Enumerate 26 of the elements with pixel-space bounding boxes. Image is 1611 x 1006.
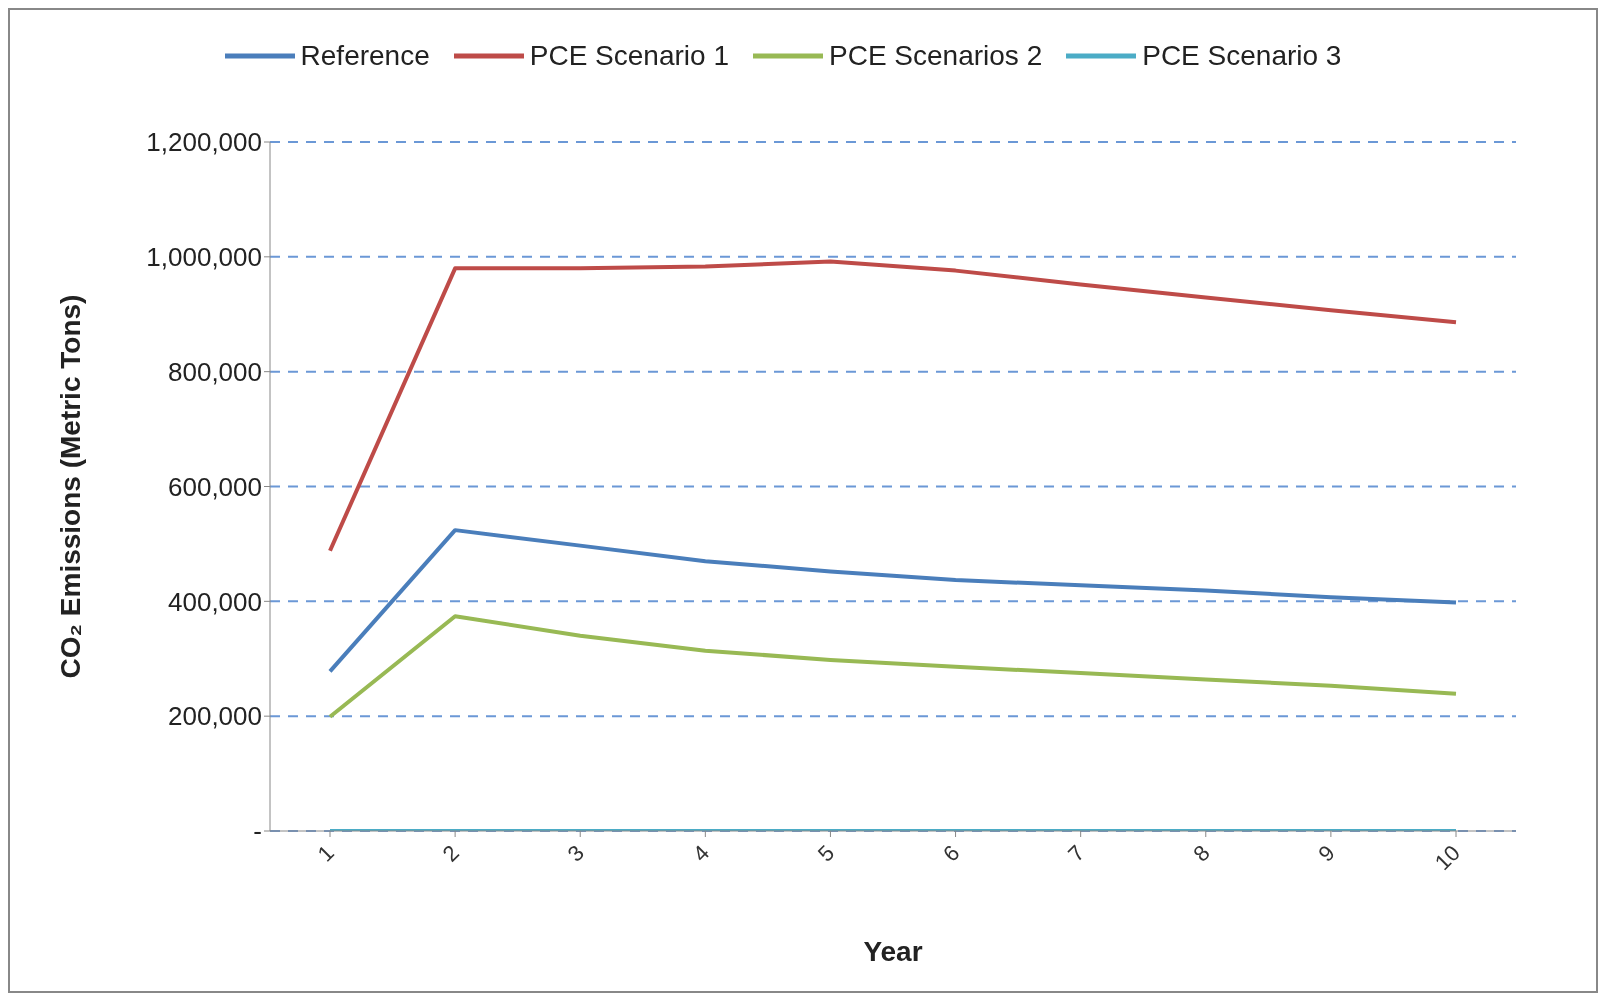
x-tick-label: 7 — [1063, 840, 1090, 867]
legend-label: Reference — [300, 40, 430, 72]
x-tick-label: 9 — [1313, 840, 1340, 867]
legend-label: PCE Scenario 1 — [529, 40, 729, 72]
y-tick-label: 600,000 — [168, 471, 262, 502]
line-series — [328, 259, 1458, 553]
y-axis-title: CO₂ Emissions (Metric Tons) — [54, 294, 86, 679]
x-tick-label: 10 — [1429, 840, 1465, 876]
y-tick-label: 400,000 — [168, 586, 262, 617]
x-tick-label: 3 — [562, 840, 590, 867]
x-tick-label: 8 — [1188, 840, 1215, 867]
line-series — [328, 614, 1458, 719]
legend-label: PCE Scenarios 2 — [828, 40, 1043, 72]
y-tick-label: 1,000,000 — [146, 242, 262, 273]
x-axis-title: Year — [863, 936, 923, 967]
x-tick-label: 4 — [687, 840, 715, 867]
y-tick-label: 1,200,000 — [146, 127, 262, 158]
y-tick-label: 200,000 — [168, 701, 262, 732]
x-tick-label: 6 — [938, 840, 965, 867]
x-tick-label: 1 — [312, 840, 339, 867]
x-tick-label: 5 — [812, 840, 840, 867]
y-tick-label: - — [253, 816, 262, 847]
y-tick-label: 800,000 — [168, 356, 262, 387]
legend-label: PCE Scenario 3 — [1142, 40, 1342, 72]
line-series — [328, 528, 1458, 674]
x-tick-label: 2 — [437, 840, 464, 867]
